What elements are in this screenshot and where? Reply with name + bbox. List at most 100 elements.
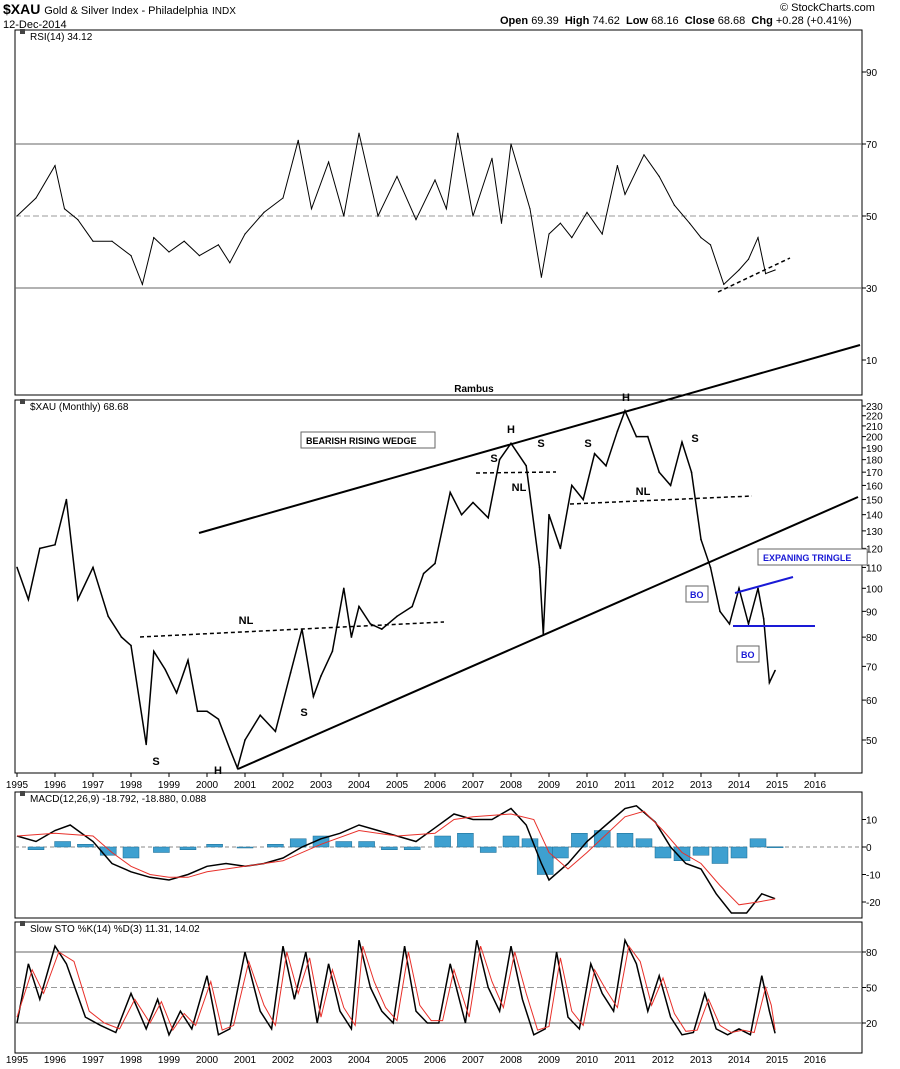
x-tick-label: 2011	[614, 780, 636, 791]
price-point	[153, 650, 155, 653]
rsi-point	[310, 208, 313, 210]
rsi-point	[643, 154, 645, 156]
x-tick-label: 1998	[120, 1055, 143, 1066]
panel-title: RSI(14) 34.12	[30, 32, 93, 43]
rsi-point	[92, 240, 94, 242]
macd-histogram-bar	[654, 846, 672, 859]
annotation-label: S	[152, 756, 159, 768]
x-tick-label: 1995	[6, 1055, 29, 1066]
price-point	[538, 566, 541, 569]
x-tick-label: 2001	[234, 1055, 257, 1066]
price-point	[54, 543, 56, 546]
rsi-point	[153, 237, 155, 239]
x-tick-label: 1996	[44, 1055, 67, 1066]
macd-histogram-bar	[99, 846, 117, 856]
y-tick-label: 80	[866, 633, 878, 644]
rsi-point	[183, 240, 185, 242]
macd-histogram-bar	[77, 844, 94, 848]
price-point	[762, 617, 765, 620]
rsi-point	[757, 237, 759, 239]
y-tick-label: 180	[866, 456, 883, 467]
price-point	[487, 517, 490, 519]
price-point	[274, 730, 277, 733]
annotation-label: S	[691, 433, 698, 445]
rsi-point	[723, 283, 725, 285]
x-tick-label: 2013	[690, 780, 713, 791]
y-tick-label: 30	[866, 284, 878, 295]
price-point	[175, 692, 178, 694]
annotation-label: S	[490, 453, 497, 465]
panel-marker	[20, 921, 25, 926]
price-point	[187, 659, 189, 661]
rsi-point	[548, 233, 550, 235]
y-tick-label: 10	[866, 816, 878, 827]
rsi-point	[500, 222, 503, 224]
x-tick-label: 2015	[766, 1055, 789, 1066]
price-point	[331, 650, 334, 653]
y-tick-label: 90	[866, 607, 878, 618]
rsi-point	[16, 215, 18, 217]
price-point	[669, 484, 672, 487]
watermark: © StockCharts.com	[780, 2, 875, 14]
rsi-point	[540, 276, 543, 278]
price-point	[681, 441, 683, 443]
macd-histogram-bar	[730, 846, 748, 859]
chart-date: 12-Dec-2014	[3, 19, 67, 31]
price-line	[16, 408, 776, 771]
macd-histogram-bar	[179, 846, 197, 850]
rsi-line	[16, 133, 776, 287]
x-tick-label: 1996	[44, 780, 67, 791]
panel-marker	[20, 29, 25, 34]
macd-histogram-bar	[673, 846, 691, 861]
y-tick-label: 150	[866, 496, 883, 507]
x-tick-label: 2006	[424, 780, 447, 791]
panel-frame-1	[14, 29, 863, 396]
annotation-label: H	[507, 424, 515, 436]
rsi-point	[774, 269, 776, 271]
rsi-point	[141, 283, 143, 285]
y-tick-label: 170	[866, 468, 883, 479]
rsi-point	[244, 233, 246, 235]
x-tick-label: 2010	[576, 1055, 599, 1066]
price-point	[472, 501, 474, 504]
rsi-point	[738, 269, 740, 271]
y-tick-label: 50	[866, 984, 878, 995]
price-point	[120, 636, 123, 638]
price-point	[571, 484, 573, 487]
y-tick-label: 60	[866, 696, 878, 707]
price-point	[312, 695, 315, 698]
sto-k-line	[16, 937, 776, 1037]
rsi-point	[130, 255, 132, 257]
panel-title: $XAU (Monthly) 68.68	[30, 402, 129, 413]
x-tick-label: 2011	[614, 1055, 636, 1066]
wedge-lower-line	[237, 496, 859, 770]
rsi-point	[111, 240, 113, 242]
macd-histogram-bar	[616, 833, 634, 848]
x-tick-label: 2009	[538, 1055, 561, 1066]
macd-histogram-bar	[552, 846, 569, 859]
annotation-box	[736, 645, 760, 663]
macd-histogram-bar	[434, 835, 451, 848]
rsi-point	[54, 165, 56, 167]
neckline-3	[569, 495, 753, 505]
rsi-point	[624, 193, 626, 195]
macd-histogram-bar	[27, 846, 45, 850]
price-point	[369, 623, 372, 625]
price-point	[658, 471, 660, 473]
price-point	[728, 623, 731, 625]
symbol-title: $XAU Gold & Silver Index - Philadelphia …	[3, 1, 236, 17]
panel-title: MACD(12,26,9) -18.792, -18.880, 0.088	[30, 794, 207, 805]
price-point	[107, 615, 109, 618]
price-point	[774, 669, 776, 672]
macd-histogram-bar	[403, 846, 421, 850]
neckline-2	[475, 471, 557, 474]
rsi-point	[415, 219, 417, 221]
price-point	[700, 538, 702, 541]
rsi-point	[658, 175, 660, 177]
annotation-label: EXPANING TRINGLE	[763, 553, 851, 563]
price-point	[320, 675, 322, 677]
price-point	[525, 465, 527, 467]
price-point	[593, 452, 596, 455]
price-point	[217, 718, 220, 720]
